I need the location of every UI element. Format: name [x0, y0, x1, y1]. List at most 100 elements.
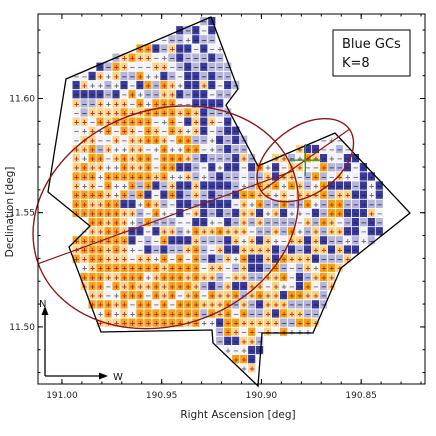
- residual-cell: [224, 154, 232, 163]
- residual-sign: +: [345, 173, 351, 181]
- residual-sign: +: [193, 292, 199, 300]
- residual-sign: +: [201, 173, 207, 181]
- residual-cell: [136, 99, 144, 108]
- residual-sign: −: [217, 192, 223, 200]
- residual-sign: +: [289, 228, 295, 236]
- residual-sign: −: [153, 91, 159, 99]
- residual-sign: −: [353, 164, 359, 172]
- residual-sign: +: [121, 55, 127, 63]
- residual-sign: −: [82, 109, 88, 117]
- residual-sign: −: [153, 301, 159, 309]
- residual-sign: −: [161, 192, 167, 200]
- residual-sign: −: [217, 283, 223, 291]
- residual-cell: [112, 62, 120, 71]
- residual-sign: +: [305, 219, 311, 227]
- residual-sign: −: [377, 210, 383, 218]
- residual-sign: +: [265, 256, 271, 264]
- residual-sign: +: [273, 237, 279, 245]
- residual-cell: [104, 108, 112, 117]
- residual-sign: −: [209, 64, 215, 72]
- residual-cell: [343, 181, 351, 190]
- residual-cell: [176, 62, 184, 71]
- residual-cell: [375, 190, 383, 199]
- residual-sign: −: [345, 228, 351, 236]
- residual-sign: −: [241, 164, 247, 172]
- residual-sign: +: [345, 192, 351, 200]
- residual-cell: [200, 245, 208, 254]
- residual-cell: [176, 44, 184, 53]
- residual-cell: [160, 126, 168, 135]
- residual-cell: [224, 300, 232, 309]
- residual-sign: +: [90, 265, 96, 273]
- residual-sign: −: [305, 146, 311, 154]
- residual-cell: [303, 309, 312, 318]
- residual-sign: −: [201, 265, 207, 273]
- residual-sign: −: [153, 219, 159, 227]
- compass: N W: [39, 299, 123, 383]
- residual-sign: +: [145, 201, 151, 209]
- residual-cell: [351, 208, 359, 218]
- residual-cell: [335, 263, 343, 272]
- residual-sign: +: [161, 64, 167, 72]
- residual-sign: +: [105, 246, 111, 254]
- residual-sign: −: [201, 128, 207, 136]
- residual-cell: [240, 281, 248, 291]
- residual-sign: −: [249, 265, 255, 273]
- residual-sign: +: [121, 210, 127, 218]
- residual-cell: [327, 163, 336, 172]
- residual-cell: [104, 90, 112, 99]
- residual-sign: −: [153, 55, 159, 63]
- residual-sign: +: [345, 237, 351, 245]
- residual-sign: +: [321, 246, 327, 254]
- residual-sign: −: [369, 219, 375, 227]
- residual-cell: [104, 291, 112, 300]
- residual-sign: +: [145, 100, 151, 108]
- residual-cell: [248, 263, 256, 272]
- residual-cell: [128, 190, 136, 199]
- residual-cell: [176, 263, 184, 272]
- residual-sign: −: [185, 45, 191, 53]
- residual-sign: −: [209, 45, 215, 53]
- residual-sign: −: [201, 192, 207, 200]
- residual-cell: [256, 208, 264, 218]
- residual-cell: [240, 263, 248, 272]
- residual-cell: [104, 263, 112, 272]
- residual-cell: [343, 199, 351, 208]
- residual-cell: [160, 154, 168, 163]
- residual-cell: [152, 144, 160, 154]
- residual-sign: −: [217, 329, 223, 337]
- residual-sign: −: [201, 210, 207, 218]
- residual-sign: +: [145, 183, 151, 191]
- residual-cell: [136, 300, 144, 309]
- residual-cell: [160, 199, 168, 208]
- residual-sign: +: [105, 219, 111, 227]
- residual-cell: [311, 272, 320, 282]
- residual-cell: [120, 281, 128, 291]
- center-cross: [289, 144, 322, 177]
- residual-sign: −: [321, 137, 327, 145]
- residual-cell: [120, 154, 128, 163]
- residual-sign: −: [233, 146, 239, 154]
- residual-cell: [264, 172, 272, 181]
- residual-sign: +: [337, 246, 343, 254]
- residual-sign: −: [209, 27, 215, 35]
- residual-sign: −: [153, 164, 159, 172]
- residual-cell: [272, 181, 280, 190]
- residual-cell: [104, 80, 112, 90]
- residual-cell: [335, 172, 343, 181]
- compass-north: N: [39, 299, 46, 310]
- residual-sign: +: [273, 301, 279, 309]
- residual-sign: −: [201, 119, 207, 127]
- residual-sign: −: [321, 292, 327, 300]
- residual-cell: [168, 172, 176, 181]
- residual-cell: [136, 80, 144, 90]
- residual-sign: −: [169, 201, 175, 209]
- residual-cell: [224, 236, 232, 245]
- residual-cell: [375, 208, 383, 218]
- residual-sign: −: [329, 237, 335, 245]
- residual-sign: +: [129, 146, 135, 154]
- residual-cell: [232, 254, 240, 263]
- residual-cell: [216, 117, 224, 126]
- residual-sign: +: [97, 219, 103, 227]
- residual-cell: [184, 26, 192, 35]
